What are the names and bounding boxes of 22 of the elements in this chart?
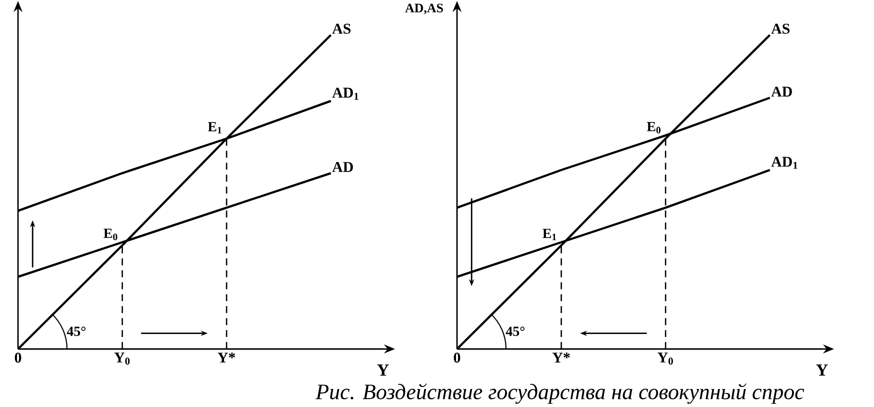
series-label: AD$_{1}$	[771, 156, 798, 169]
series-label: AS	[332, 24, 351, 34]
annotation: E$_{1}$	[208, 122, 222, 134]
text: Рис. Воздействие государства на совокупный спрос	[316, 383, 804, 404]
series-label: AD	[332, 162, 353, 172]
y-axis-title: AD,AS	[405, 4, 443, 14]
annotation: E$_{0}$	[646, 122, 661, 134]
x-axis-title: Y	[377, 364, 389, 376]
series-label: AD$_{1}$	[332, 88, 358, 100]
annotation: 45°	[506, 326, 525, 336]
x-tick-label: 0	[14, 352, 22, 363]
series-label: AD	[771, 86, 792, 97]
x-tick-label: Y$_{0}$	[658, 352, 673, 365]
x-axis-title: Y	[816, 364, 828, 376]
annotation: E$_{0}$	[104, 228, 118, 240]
annotation: E$_{1}$	[542, 228, 556, 240]
x-tick-label: Y*	[552, 352, 570, 363]
series-label: AS	[771, 24, 790, 34]
x-tick-label: Y*	[218, 352, 236, 363]
x-tick-label: 0	[454, 352, 460, 363]
x-tick-label: Y$_{0}$	[114, 352, 130, 365]
annotation: 45°	[66, 326, 86, 336]
